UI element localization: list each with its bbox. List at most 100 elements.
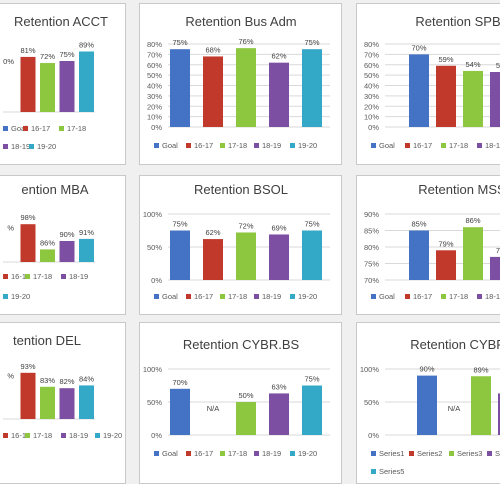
legend-swatch bbox=[290, 294, 295, 299]
bar-18-19 bbox=[269, 393, 289, 435]
legend-swatch bbox=[290, 143, 295, 148]
chart-title: ention MBA bbox=[21, 182, 89, 197]
legend-label: 18-19 bbox=[69, 431, 88, 440]
bar-19-20 bbox=[79, 238, 94, 262]
y-tick-label: 50% bbox=[364, 71, 379, 80]
legend-label: Series1 bbox=[379, 449, 404, 458]
bar-goal bbox=[409, 230, 429, 280]
legend-label: 16-17 bbox=[194, 449, 213, 458]
legend-swatch bbox=[441, 143, 446, 148]
bar-19-20 bbox=[79, 385, 94, 419]
data-label: 75% bbox=[304, 375, 319, 384]
y-tick-label: 0% bbox=[151, 276, 162, 285]
bar-18-19 bbox=[490, 256, 500, 280]
data-label: 86% bbox=[465, 216, 480, 225]
bar-16-17 bbox=[436, 250, 456, 280]
chart-panel-bus-adm: Retention Bus Adm 0% 10% 20% 30% 40% 50% 60% 70%… bbox=[139, 3, 342, 165]
y-tick-label: 75% bbox=[364, 260, 379, 269]
y-tick-label: 40% bbox=[364, 82, 379, 91]
y-tick-label: 100% bbox=[360, 365, 380, 374]
y-tick-label: 40% bbox=[147, 82, 162, 91]
y-tick-label: 100% bbox=[143, 365, 163, 374]
bar-17-18 bbox=[236, 48, 256, 127]
legend-swatch bbox=[61, 274, 66, 279]
y-tick-label: 60% bbox=[147, 61, 162, 70]
y-tick-label: 10% bbox=[147, 113, 162, 122]
legend-swatch bbox=[186, 143, 191, 148]
y-tick-label: 0% bbox=[368, 431, 379, 440]
legend-label: Series2 bbox=[417, 449, 442, 458]
chart-title: Retention Bus Adm bbox=[185, 14, 296, 29]
legend-swatch bbox=[3, 126, 8, 131]
legend-swatch bbox=[477, 143, 482, 148]
data-label: 59% bbox=[438, 55, 453, 64]
legend-label: 18-19 bbox=[262, 292, 281, 301]
data-label: 75% bbox=[304, 38, 319, 47]
data-label: 90% bbox=[59, 230, 74, 239]
legend-label: 18-19 bbox=[11, 142, 30, 151]
data-label: 53 bbox=[496, 61, 500, 70]
bar-17-18 bbox=[40, 63, 55, 112]
bar-18-19 bbox=[490, 72, 500, 127]
chart-panel-mss: Retention MSS 70% 75% 80% 85% 90% 85% 79% 86% 77 G… bbox=[356, 175, 500, 315]
data-label: 0% bbox=[3, 57, 14, 66]
y-tick-label: 20% bbox=[364, 102, 379, 111]
y-tick-label: 50% bbox=[147, 243, 162, 252]
y-tick-label: 50% bbox=[147, 398, 162, 407]
bar-16-17 bbox=[436, 65, 456, 127]
data-label: 50% bbox=[238, 391, 253, 400]
chart-svg: Retention CYBR0%50%100%90%N/A89%63Series… bbox=[360, 337, 500, 476]
legend-swatch bbox=[487, 451, 492, 456]
bar-17-18 bbox=[40, 386, 55, 419]
legend-label: 16-17 bbox=[11, 431, 30, 440]
legend-label: 17-18 bbox=[67, 124, 86, 133]
y-tick-label: 80% bbox=[364, 243, 379, 252]
bar-18-19 bbox=[269, 234, 289, 280]
legend-label: 19-20 bbox=[298, 292, 317, 301]
legend-label: 16-17 bbox=[413, 141, 432, 150]
data-label: 81% bbox=[20, 46, 35, 55]
bar-18-19 bbox=[269, 62, 289, 127]
legend-label: 17-18 bbox=[228, 141, 247, 150]
data-label: 91% bbox=[79, 228, 94, 237]
y-tick-label: 20% bbox=[147, 102, 162, 111]
bar-series4 bbox=[498, 393, 500, 435]
legend-label: 18-19 bbox=[69, 272, 88, 281]
bar-18-19 bbox=[59, 61, 75, 112]
legend-label: 19-20 bbox=[298, 449, 317, 458]
legend-swatch bbox=[449, 451, 454, 456]
data-label: 83% bbox=[40, 376, 55, 385]
bar-16-17 bbox=[20, 224, 36, 262]
legend-label: 18-19 bbox=[262, 449, 281, 458]
data-label: 75% bbox=[59, 50, 74, 59]
chart-svg: Retention CYBR.BS 0% 50% 100% 70% N/A 50% 63% 75… bbox=[143, 337, 330, 458]
bar-series1 bbox=[417, 375, 437, 435]
legend-label: 17-18 bbox=[449, 141, 468, 150]
legend-swatch bbox=[405, 143, 410, 148]
data-label: 68% bbox=[205, 45, 220, 54]
chart-svg: Retention MSS 70% 75% 80% 85% 90% 85% 79% 86% 77 G… bbox=[364, 182, 500, 301]
legend-label: 19-20 bbox=[11, 292, 30, 301]
legend-swatch bbox=[220, 143, 225, 148]
chart-title: Retention BSOL bbox=[194, 182, 288, 197]
y-tick-label: 100% bbox=[143, 210, 163, 219]
bar-18-19 bbox=[59, 388, 75, 419]
bar-goal bbox=[170, 49, 190, 127]
data-label: 62% bbox=[271, 52, 286, 61]
chart-svg: Retention Bus Adm 0%10% 20%30%40% 50%60% 70%… bbox=[147, 14, 330, 150]
chart-panel-acct: Retention ACCT 0% 81% 72% 75% 89% Goal 16-17 17-… bbox=[0, 3, 126, 165]
y-tick-label: 70% bbox=[364, 276, 379, 285]
bar-16-17 bbox=[203, 56, 223, 128]
legend-swatch bbox=[186, 294, 191, 299]
y-tick-label: 10% bbox=[364, 113, 379, 122]
bar-17-18 bbox=[236, 402, 256, 435]
legend-label: 18-19 bbox=[262, 141, 281, 150]
y-tick-label: 80% bbox=[147, 40, 162, 49]
legend-swatch bbox=[59, 126, 64, 131]
legend-swatch bbox=[254, 294, 259, 299]
y-tick-label: 50% bbox=[147, 71, 162, 80]
legend-label: 16-17 bbox=[413, 292, 432, 301]
legend-label: Goal bbox=[162, 292, 178, 301]
legend-label: 16-17 bbox=[194, 141, 213, 150]
